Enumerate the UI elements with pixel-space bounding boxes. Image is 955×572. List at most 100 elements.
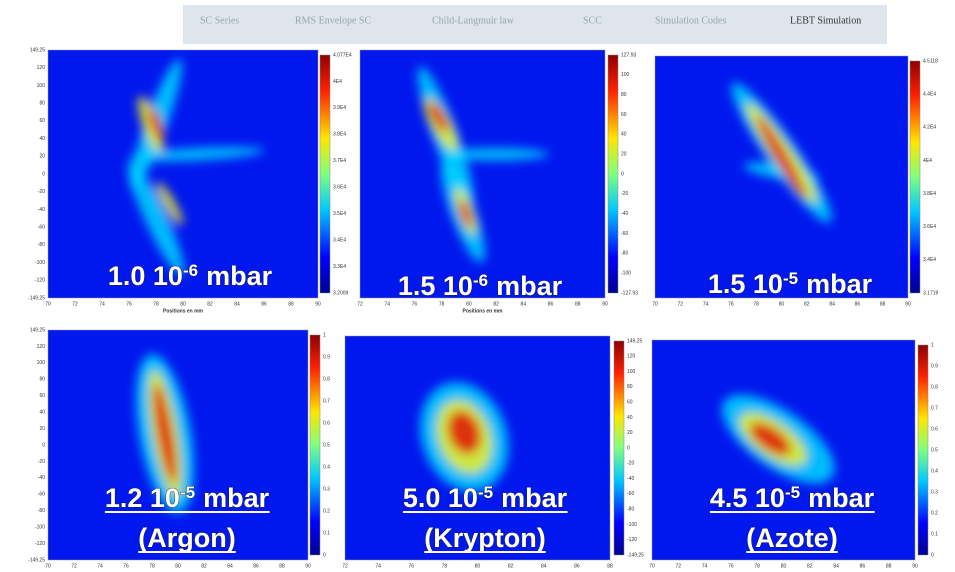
colorbar-label: 4.2E4	[923, 125, 936, 131]
x-tick-label: 84	[541, 563, 547, 569]
y-tick-label: -20	[38, 189, 45, 195]
colorbar-label: 0	[627, 445, 630, 451]
heatmap-panel: 1 0.9 0.8 0.7 0.6 0.5 0.4 0.3 0.2 0.1 0 70 72 74 76 78 8…	[649, 339, 938, 569]
colorbar-label: 0.9	[931, 363, 938, 369]
pressure-label: 1.5 10-6 mbar	[398, 271, 563, 302]
x-tick-label: 72	[342, 563, 348, 569]
x-tick-label: 84	[833, 563, 839, 569]
pressure-exponent: -6	[183, 261, 198, 280]
colorbar-label: -100	[627, 522, 637, 528]
nav-item[interactable]: Child-Langmuir law	[432, 15, 515, 26]
x-tick-label: 84	[227, 563, 233, 569]
pressure-exponent: -5	[785, 483, 800, 502]
x-tick-label: 90	[315, 301, 321, 307]
density-blob	[458, 199, 473, 228]
y-tick-label: -80	[38, 242, 45, 248]
x-tick-label: 86	[548, 301, 554, 307]
x-tick-label: 80	[180, 301, 186, 307]
colorbar-label: 0.2	[931, 510, 938, 516]
y-tick-label: -100	[35, 260, 45, 266]
x-tick-label: 70	[649, 563, 655, 569]
x-tick-label: 80	[779, 301, 785, 307]
pressure-unit: mbar	[206, 261, 273, 291]
x-tick-label: 86	[261, 301, 267, 307]
x-tick-label: 80	[475, 563, 481, 569]
colorbar-label: 20	[621, 151, 627, 157]
gas-label: (Argon)	[138, 523, 235, 553]
pressure-value: 4.5 10	[710, 483, 785, 513]
pressure-value: 1.2 10	[105, 483, 180, 513]
colorbar-label: -40	[627, 476, 634, 482]
x-tick-label: 80	[175, 563, 181, 569]
x-tick-label: 82	[493, 301, 499, 307]
colorbar-label: 4.5118	[923, 58, 938, 64]
colorbar-label: 80	[621, 92, 627, 98]
colorbar-label: 4.4E4	[923, 91, 936, 97]
pressure-value: 1.5 10	[708, 269, 783, 299]
plot-frame	[47, 49, 319, 299]
y-tick-label: 20	[39, 426, 45, 432]
y-tick-label: -120	[35, 278, 45, 284]
pressure-label: 1.5 10-5 mbar	[708, 269, 873, 300]
colorbar-label: 0.6	[931, 426, 938, 432]
y-tick-label: 100	[37, 360, 46, 366]
y-tick-label: -80	[38, 508, 45, 514]
colorbar-label: 3.2009	[333, 290, 349, 296]
pressure-unit: mbar	[203, 483, 270, 513]
x-tick-label: 76	[728, 563, 734, 569]
colorbar-label: -60	[621, 231, 628, 237]
pressure-label: 5.0 10-5 mbar	[403, 483, 568, 514]
x-tick-label: 86	[253, 563, 259, 569]
nav-item[interactable]: Simulation Codes	[655, 15, 727, 26]
density-blob	[428, 101, 449, 133]
nav-item[interactable]: SCC	[583, 15, 602, 26]
x-tick-label: 86	[855, 301, 861, 307]
x-tick-label: 84	[234, 301, 240, 307]
density-blob	[148, 107, 164, 141]
heatmap	[721, 394, 835, 484]
x-tick-label: 90	[905, 301, 911, 307]
colorbar-label: 0	[931, 552, 934, 558]
colorbar-label: -149.25	[627, 552, 644, 558]
colorbar-label: 3.4E4	[923, 257, 936, 263]
x-tick-label: 72	[72, 301, 78, 307]
x-tick-label: 72	[676, 563, 682, 569]
x-tick-label: 90	[912, 563, 918, 569]
y-tick-label: 60	[39, 393, 45, 399]
y-tick-label: 120	[37, 65, 46, 71]
x-tick-label: 88	[607, 563, 613, 569]
nav-item[interactable]: SC Series	[200, 15, 239, 26]
x-tick-label: 80	[781, 563, 787, 569]
colorbar	[319, 54, 331, 294]
colorbar-label: -120	[627, 537, 637, 543]
x-tick-label: 74	[702, 563, 708, 569]
x-tick-label: 78	[753, 301, 759, 307]
x-tick-label: 88	[288, 301, 294, 307]
density-blob	[447, 410, 482, 455]
colorbar	[917, 344, 929, 556]
density-blob	[129, 147, 264, 162]
x-tick-label: 86	[574, 563, 580, 569]
x-tick-label: 74	[99, 301, 105, 307]
pressure-value: 5.0 10	[403, 483, 478, 513]
y-tick-label: 0	[42, 171, 45, 177]
y-tick-label: 20	[39, 154, 45, 160]
pressure-unit: mbar	[806, 269, 873, 299]
pressure-unit: mbar	[501, 483, 568, 513]
heatmap-panel: 1 0.9 0.8 0.7 0.6 0.5 0.4 0.3 0.2 0.1 0 149.25 120 10…	[28, 327, 330, 569]
pressure-value: 1.0 10	[108, 261, 183, 291]
pressure-label: 1.0 10-6 mbar	[108, 261, 273, 292]
nav-item[interactable]: LEBT Simulation	[790, 15, 861, 26]
x-tick-label: 88	[886, 563, 892, 569]
colorbar-label: 120	[627, 354, 636, 360]
x-tick-label: 90	[602, 301, 608, 307]
x-tick-label: 74	[384, 301, 390, 307]
colorbar	[909, 60, 921, 294]
density-blob	[128, 162, 184, 276]
colorbar-label: 0.9	[323, 354, 330, 360]
x-tick-label: 78	[442, 563, 448, 569]
x-tick-label: 76	[412, 301, 418, 307]
nav-item[interactable]: RMS Envelope SC	[295, 15, 371, 26]
colorbar-label: 3.6E4	[923, 224, 936, 230]
